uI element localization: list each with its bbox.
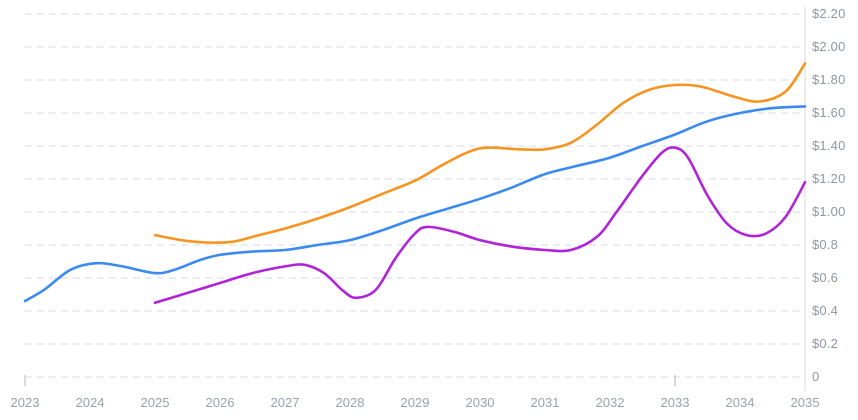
series-blue-line: [23, 105, 807, 303]
y-axis-label: $2.00: [812, 39, 846, 54]
x-axis-label: 2025: [140, 395, 170, 410]
x-axis-label: 2024: [75, 395, 105, 410]
x-axis-label: 2035: [790, 395, 820, 410]
x-axis-label: 2033: [660, 395, 690, 410]
x-axis-label: 2031: [530, 395, 560, 410]
y-axis-label: $0.6: [812, 270, 839, 285]
y-axis-label: $0.4: [812, 303, 839, 318]
x-axis-label: 2028: [335, 395, 365, 410]
series-purple-line: [153, 146, 807, 305]
x-axis-label: 2030: [465, 395, 495, 410]
x-axis-label: 2029: [400, 395, 430, 410]
x-axis-label: 2023: [10, 395, 40, 410]
y-axis-label: $1.60: [812, 105, 846, 120]
y-axis-label: $0.8: [812, 237, 839, 252]
x-axis-label: 2032: [595, 395, 625, 410]
x-axis-label: 2034: [725, 395, 755, 410]
y-axis-label: $1.00: [812, 204, 846, 219]
y-axis-label: $1.40: [812, 138, 846, 153]
y-axis-label: $0.2: [812, 336, 839, 351]
x-axis-label: 2026: [205, 395, 235, 410]
y-axis-label: $1.80: [812, 72, 846, 87]
y-axis-label: $2.20: [812, 6, 846, 21]
x-axis-label: 2027: [270, 395, 300, 410]
y-axis-label: $1.20: [812, 171, 846, 186]
series-orange-line: [153, 62, 807, 244]
y-axis-label: 0: [812, 369, 820, 384]
